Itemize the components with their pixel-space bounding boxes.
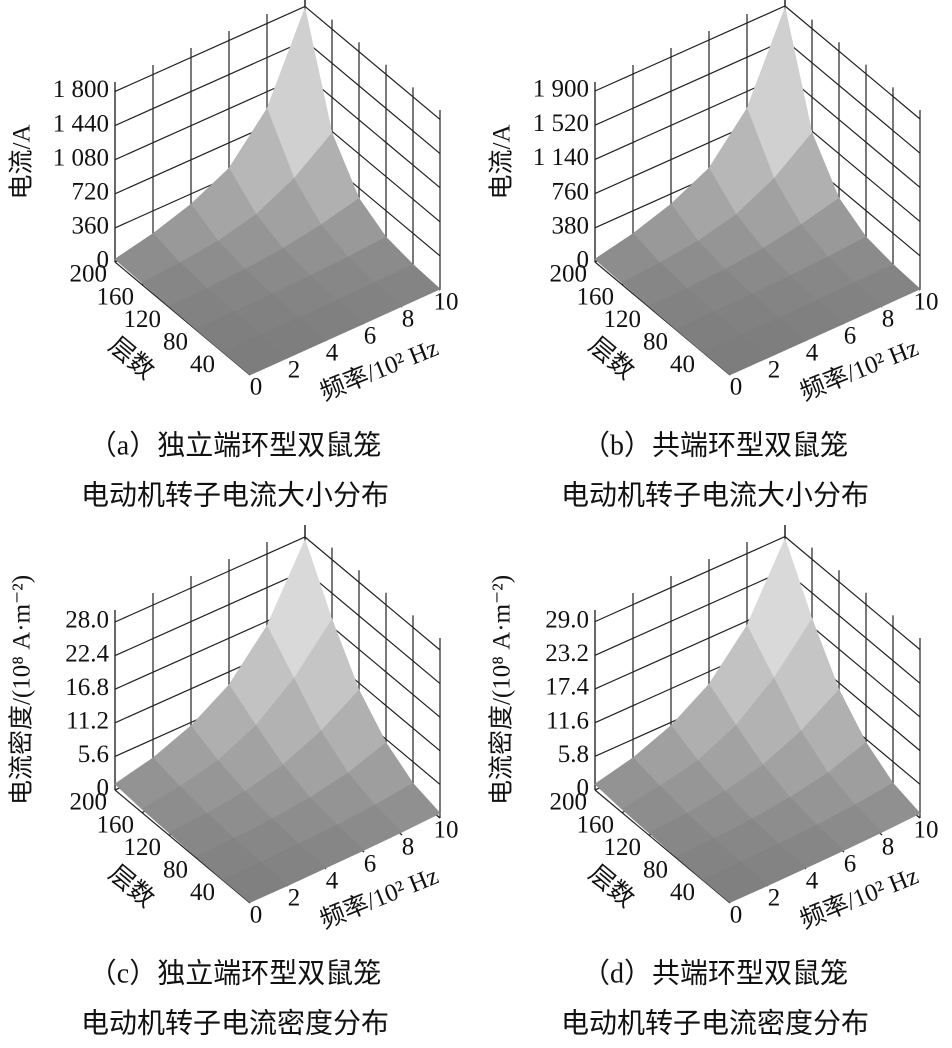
caption: 电动机转子电流大小分布 (561, 479, 869, 511)
z-tick-label: 1 900 (533, 76, 589, 103)
y-tick-label: 160 (97, 283, 135, 310)
y-tick-label: 80 (163, 329, 188, 356)
y-tick-label: 120 (124, 306, 162, 333)
z-axis-label: 电流/A (8, 124, 36, 199)
z-tick-label: 29.0 (545, 606, 589, 633)
y-axis-label: 层数 (103, 859, 159, 913)
z-tick-label: 0 (97, 775, 110, 802)
z-tick-label: 23.2 (545, 640, 589, 667)
y-tick-label: 40 (190, 879, 215, 906)
x-tick-label: 6 (844, 851, 857, 878)
x-tick-label: 2 (768, 885, 781, 912)
z-tick-label: 1 520 (533, 110, 589, 137)
panel: 05.811.617.423.229.002468104080120160200… (488, 525, 939, 1039)
z-tick-label: 1 140 (533, 144, 589, 171)
y-axis-label: 层数 (583, 859, 639, 913)
z-axis-label: 电流密度/(10⁸ A·m⁻²) (488, 575, 516, 805)
z-tick-label: 11.2 (66, 708, 109, 735)
y-tick-label: 200 (70, 261, 108, 288)
z-tick-label: 22.4 (65, 640, 109, 667)
z-tick-label: 1 440 (53, 110, 109, 137)
x-tick-label: 4 (806, 340, 819, 367)
y-tick-label: 160 (577, 811, 615, 838)
x-tick-label: 0 (730, 374, 743, 401)
x-tick-label: 8 (882, 834, 895, 861)
caption: （a）独立端环型双鼠笼 (89, 429, 381, 461)
z-tick-label: 0 (577, 775, 590, 802)
x-tick-label: 4 (326, 868, 339, 895)
y-axis-label: 层数 (103, 331, 159, 385)
z-tick-label: 28.0 (65, 607, 109, 634)
y-tick-label: 40 (190, 351, 215, 378)
y-tick-label: 80 (643, 857, 668, 884)
z-tick-label: 5.8 (558, 741, 589, 768)
x-tick-label: 2 (768, 357, 781, 384)
y-tick-label: 120 (604, 834, 642, 861)
y-tick-label: 200 (550, 261, 588, 288)
surface-patch (222, 861, 289, 903)
caption: （c）独立端环型双鼠笼 (89, 957, 381, 989)
x-tick-label: 6 (844, 323, 857, 350)
x-tick-label: 10 (914, 817, 939, 844)
z-tick-label: 360 (72, 213, 110, 240)
x-tick-label: 0 (730, 902, 743, 929)
x-tick-label: 4 (806, 868, 819, 895)
x-tick-label: 6 (364, 851, 377, 878)
y-tick-label: 200 (550, 789, 588, 816)
x-tick-label: 2 (288, 357, 301, 384)
z-tick-label: 1 800 (53, 76, 109, 103)
x-tick-label: 2 (288, 885, 301, 912)
x-tick-label: 10 (914, 289, 939, 316)
caption: 电动机转子电流密度分布 (561, 1007, 869, 1039)
y-tick-label: 160 (97, 811, 135, 838)
caption: 电动机转子电流密度分布 (81, 1007, 389, 1039)
surface-patch (702, 334, 769, 376)
x-tick-label: 8 (882, 306, 895, 333)
z-tick-label: 760 (552, 178, 590, 205)
x-tick-label: 10 (434, 289, 459, 316)
z-axis-label: 电流/A (488, 124, 516, 199)
x-tick-label: 0 (250, 902, 263, 929)
z-tick-label: 0 (97, 247, 110, 274)
z-tick-label: 11.6 (546, 707, 589, 734)
y-tick-label: 40 (670, 351, 695, 378)
y-axis-label: 层数 (583, 331, 639, 385)
y-tick-label: 120 (604, 306, 642, 333)
y-tick-label: 160 (577, 283, 615, 310)
y-tick-label: 200 (70, 789, 108, 816)
z-tick-label: 380 (552, 213, 590, 240)
x-tick-label: 4 (326, 340, 339, 367)
grid-line (594, 789, 731, 904)
y-tick-label: 120 (124, 834, 162, 861)
z-axis-label: 电流密度/(10⁸ A·m⁻²) (8, 575, 36, 805)
x-tick-label: 6 (364, 323, 377, 350)
panel: 05.611.216.822.428.002468104080120160200… (8, 525, 459, 1039)
x-tick-label: 8 (402, 306, 415, 333)
y-tick-label: 80 (643, 329, 668, 356)
z-tick-label: 720 (72, 179, 110, 206)
surface-patch (222, 334, 289, 376)
x-tick-label: 0 (250, 374, 263, 401)
surface-patch (702, 861, 769, 903)
y-tick-label: 80 (163, 857, 188, 884)
caption: 电动机转子电流大小分布 (81, 479, 389, 511)
grid-line (114, 789, 251, 904)
z-tick-label: 1 080 (53, 144, 109, 171)
z-tick-label: 0 (577, 247, 590, 274)
z-tick-label: 16.8 (65, 674, 109, 701)
x-tick-label: 10 (434, 817, 459, 844)
z-tick-label: 17.4 (545, 674, 589, 701)
caption: （d）共端环型双鼠笼 (582, 957, 848, 989)
y-tick-label: 40 (670, 879, 695, 906)
x-tick-label: 8 (402, 834, 415, 861)
z-tick-label: 5.6 (78, 741, 109, 768)
caption: （b）共端环型双鼠笼 (582, 429, 848, 461)
